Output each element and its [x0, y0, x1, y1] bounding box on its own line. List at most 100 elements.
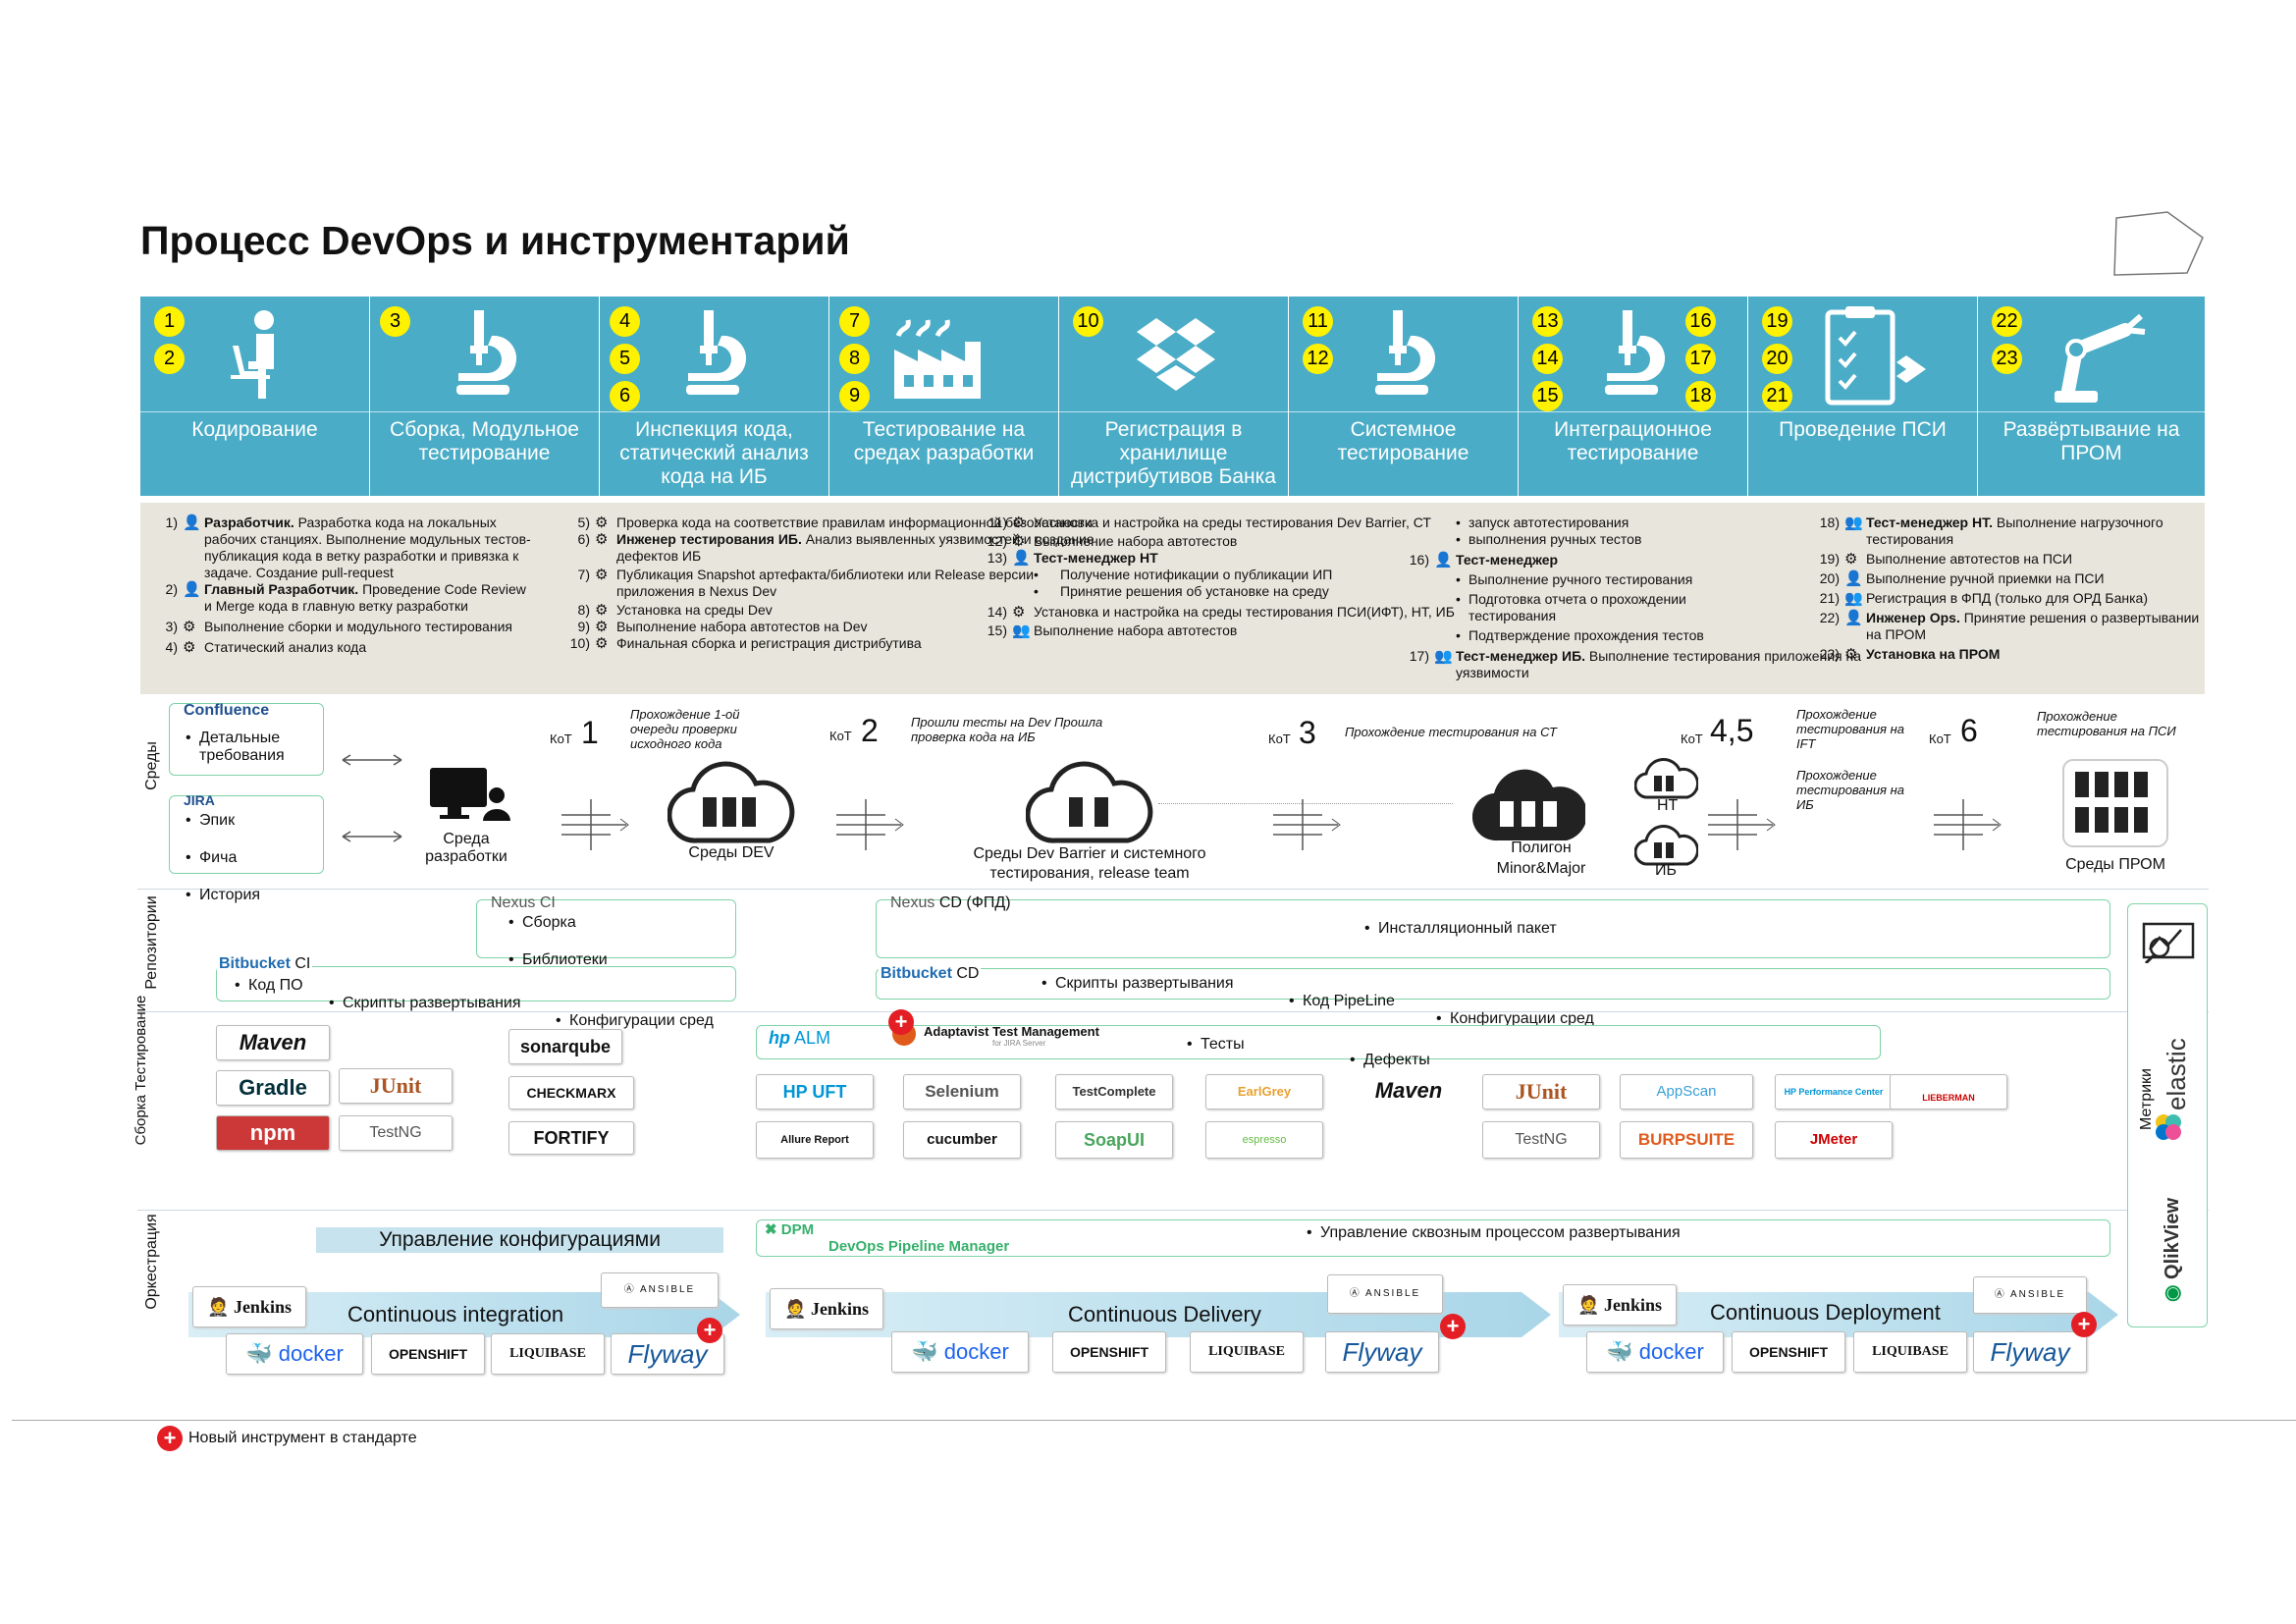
jira-logo: JIRA	[184, 792, 215, 808]
step-number: 17	[1685, 344, 1716, 374]
person-icon: 👤	[183, 514, 201, 531]
step-number: 13	[1532, 306, 1563, 337]
fortify-logo: FORTIFY	[508, 1121, 634, 1155]
docker-logo: 🐳 docker	[1586, 1331, 1724, 1373]
step-number: 2	[154, 344, 185, 374]
analytics-icon	[2142, 922, 2195, 963]
factory-icon	[894, 319, 981, 399]
step-number: 4	[610, 306, 640, 337]
cucumber-logo: cucumber	[903, 1121, 1021, 1159]
desc-col-1: 1) 👤 Разработчик. Разработка кода на локал…	[150, 514, 533, 656]
stage-label: Системное тестирование	[1289, 411, 1518, 465]
stage-build: 3 Сборка, Модульное тестирование	[370, 297, 600, 496]
person-icon: 👤	[1844, 610, 1863, 626]
step-number: 6	[610, 381, 640, 411]
step-number: 10	[1073, 306, 1103, 337]
gate-note: Прохождение тестирования на ИБ	[1796, 768, 1904, 812]
step-number: 16	[1685, 306, 1716, 337]
gear-icon: ⚙	[595, 635, 609, 652]
divider	[137, 1011, 2209, 1012]
gear-icon: ⚙	[595, 567, 609, 583]
adaptavist-logo: Adaptavist Test Management	[924, 1024, 1099, 1039]
dotted-connector	[1158, 803, 1453, 804]
gate-icon	[1708, 799, 1776, 850]
openshift-logo: OPENSHIFT	[371, 1333, 485, 1375]
microscope-icon	[456, 310, 517, 395]
lieberman-logo: LIEBERMAN	[1890, 1074, 2007, 1110]
microscope-icon	[1605, 310, 1666, 395]
stage-label: Интеграционное тестирование	[1519, 411, 1747, 465]
kot-label: КоТ	[1929, 731, 1951, 746]
server-rack-icon	[2062, 759, 2168, 847]
person-icon: 👤	[1434, 552, 1453, 568]
step-number: 15	[1532, 381, 1563, 411]
env-label: Полигон	[1511, 839, 1572, 856]
stage-inspection: 4 5 6 Инспекция кода, статический анализ…	[600, 297, 829, 496]
microscope-icon	[1375, 310, 1436, 395]
kot-number: 3	[1299, 715, 1316, 750]
page-title: Процесс DevOps и инструментарий	[140, 218, 850, 263]
env-label: Среды Dev Barrier и системного тестирова…	[973, 845, 1206, 882]
qlikview-logo: ◉ QlikView	[2162, 1197, 2183, 1302]
gear-icon: ⚙	[595, 619, 609, 635]
stage-label: Регистрация в хранилище дистрибутивов Ба…	[1059, 411, 1288, 489]
gate-note: Прохождение тестирования на СТ	[1345, 725, 1557, 739]
gear-icon: ⚙	[595, 602, 609, 619]
elastic-icon	[2156, 1114, 2181, 1140]
gear-icon: ⚙	[1844, 646, 1858, 663]
env-label: ИБ	[1655, 862, 1677, 879]
selenium-logo: Selenium	[903, 1074, 1021, 1110]
person-gear-icon: 👥	[1844, 514, 1863, 531]
flyway-logo: Flyway	[611, 1333, 724, 1375]
ci-label: Continuous integration	[347, 1302, 564, 1326]
maven-logo: Maven	[1345, 1074, 1472, 1110]
person-gear-icon: 👥	[1844, 590, 1863, 607]
bitbucket-ci-box: Bitbucket CI Код ПО Скрипты развертывани…	[216, 955, 736, 1030]
allure-report-logo: Allure Report	[756, 1121, 874, 1159]
jenkins-logo: 🤵 Jenkins	[192, 1286, 306, 1327]
gate-icon	[1934, 799, 2002, 850]
flyway-logo: Flyway	[1973, 1331, 2087, 1373]
divider	[137, 1210, 2209, 1211]
kot-label: КоТ	[1268, 731, 1291, 746]
cd-label: Continuous Delivery	[1068, 1302, 1261, 1326]
step-number: 12	[1303, 344, 1333, 374]
stage-psi: 19 20 21 Проведение ПСИ	[1748, 297, 1978, 496]
gear-icon: ⚙	[1012, 514, 1026, 531]
step-number: 5	[610, 344, 640, 374]
alm-logo: hp ALM	[769, 1028, 831, 1048]
bitbucket-cd-box: Bitbucket CD Скрипты развертывания Код P…	[876, 965, 2110, 1028]
checkmarx-logo: CHECKMARX	[508, 1076, 634, 1110]
step-number: 23	[1992, 344, 2022, 374]
desc-item-1: 1) 👤 Разработчик. Разработка кода на локал…	[165, 514, 531, 580]
desc-item-3: 3) ⚙ Выполнение сборки и модульного тестир…	[165, 619, 512, 635]
row-label-env: Среды	[143, 741, 160, 790]
testng-logo: TestNG	[339, 1115, 453, 1151]
row-label-repo: Репозитории	[143, 895, 160, 990]
microscope-icon	[686, 310, 747, 395]
kot-number: 6	[1960, 713, 1978, 748]
ansible-logo: Ⓐ ANSIBLE	[1327, 1274, 1443, 1314]
step-number: 11	[1303, 306, 1333, 337]
desc-col-2: 5) ⚙ Проверка кода на соответствие правила…	[569, 514, 1095, 652]
new-tool-plus-icon: +	[697, 1318, 722, 1343]
nexus-logo: Nexus	[491, 894, 536, 911]
clipboard-icon	[1825, 306, 1926, 406]
stage-band: 1 2 Кодирование 3 Сборка, Модульное тест…	[140, 297, 2205, 496]
kot-number: 2	[861, 713, 879, 748]
testcomplete-logo: TestComplete	[1055, 1074, 1173, 1110]
person-icon: 👤	[1844, 570, 1863, 587]
step-number: 9	[839, 381, 870, 411]
legend-text: Новый инструмент в стандарте	[188, 1430, 417, 1446]
gear-icon: ⚙	[595, 531, 609, 548]
kot-label: КоТ	[550, 731, 572, 746]
cloud-servers-icon	[1634, 825, 1698, 866]
metrics-panel: Метрики elastic ◉ QlikView	[2127, 903, 2208, 1327]
env-label: Среды ПРОМ	[2065, 856, 2165, 873]
gear-icon: ⚙	[183, 619, 196, 635]
npm-logo: npm	[216, 1115, 330, 1151]
dropbox-icon	[1137, 318, 1215, 391]
stage-registration: 10 Регистрация в хранилище дистрибутивов…	[1059, 297, 1289, 496]
gate-icon	[836, 799, 904, 850]
stage-label: Проведение ПСИ	[1748, 411, 1977, 442]
